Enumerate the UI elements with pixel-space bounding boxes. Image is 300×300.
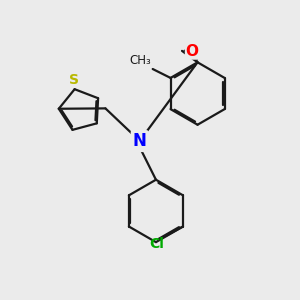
Text: Cl: Cl xyxy=(149,237,164,251)
Text: CH₃: CH₃ xyxy=(130,54,151,67)
Text: O: O xyxy=(186,44,199,59)
Text: N: N xyxy=(133,132,146,150)
Text: S: S xyxy=(69,73,79,87)
